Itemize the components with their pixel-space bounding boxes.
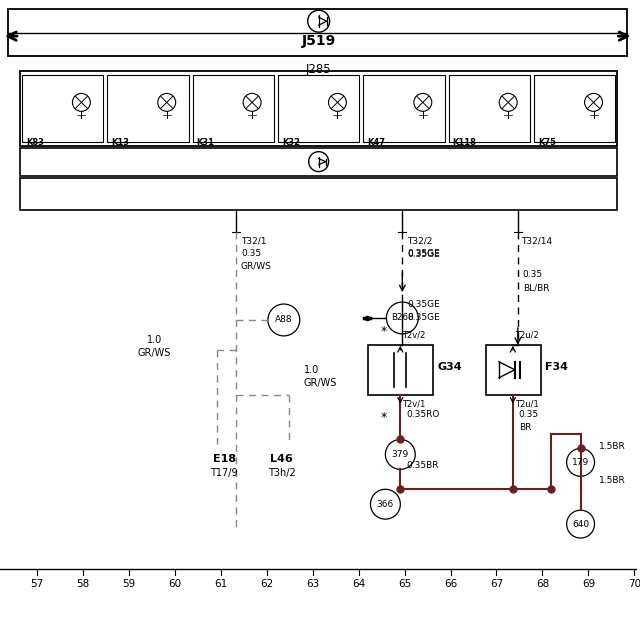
Bar [534,75,616,142]
Text: 379: 379 [392,450,409,459]
Text: G34: G34 [437,362,462,372]
Text: GR/WS: GR/WS [304,378,337,388]
Text: K31: K31 [196,138,214,147]
Bar [369,345,433,394]
Text: 63: 63 [306,579,319,589]
Text: 0.35RO: 0.35RO [406,409,440,419]
Text: T2u/1: T2u/1 [515,399,539,409]
Text: 1.5BR: 1.5BR [598,442,625,451]
Text: J519: J519 [301,34,336,48]
Text: J285: J285 [306,63,332,76]
Bar [20,71,618,145]
Text: BR: BR [519,422,531,432]
Text: 366: 366 [377,500,394,509]
Bar [486,345,541,394]
Bar [108,75,189,142]
Text: 70: 70 [628,579,640,589]
Text: 0.35BR: 0.35BR [406,461,439,470]
Text: 60: 60 [168,579,181,589]
Text: 61: 61 [214,579,227,589]
Text: E18: E18 [212,454,236,464]
Bar [364,75,445,142]
Text: K118: K118 [452,138,477,147]
Text: GR/WS: GR/WS [138,348,171,358]
Text: T3h/2: T3h/2 [268,469,296,479]
Bar [8,9,627,56]
Text: 0.35GE: 0.35GE [407,313,440,322]
Text: 0.35: 0.35 [519,409,539,419]
Text: 0.35: 0.35 [241,249,261,258]
Text: 65: 65 [398,579,411,589]
Text: 59: 59 [122,579,136,589]
Text: 0.35GE: 0.35GE [407,300,440,309]
Text: 62: 62 [260,579,273,589]
Text: T32/2: T32/2 [407,236,433,245]
Text: K32: K32 [282,138,300,147]
Text: T32/1: T32/1 [241,236,266,245]
Text: K47: K47 [367,138,385,147]
Text: 1.0: 1.0 [147,335,162,345]
Bar [20,148,618,175]
Text: T17/9: T17/9 [211,469,238,479]
Text: 179: 179 [572,458,589,467]
Text: 64: 64 [352,579,365,589]
Text: 68: 68 [536,579,549,589]
Text: A88: A88 [275,316,292,324]
Text: T2v/1: T2v/1 [403,399,426,409]
Bar [193,75,274,142]
Text: GR/WS: GR/WS [241,261,272,270]
Text: T2v/2: T2v/2 [403,331,426,340]
Text: 640: 640 [572,520,589,529]
Text: 57: 57 [30,579,44,589]
Text: BL/BR: BL/BR [523,283,549,292]
Text: 1.0: 1.0 [304,365,319,375]
Text: 69: 69 [582,579,595,589]
Text: 67: 67 [490,579,503,589]
Bar [278,75,360,142]
Text: 0.35: 0.35 [523,270,543,279]
Text: *: * [380,411,387,424]
Text: 0.35GE: 0.35GE [407,250,440,259]
Text: T32/14: T32/14 [521,236,552,245]
Text: L46: L46 [271,454,293,464]
Text: B268: B268 [391,313,413,323]
Bar [449,75,530,142]
Text: T2u/2: T2u/2 [515,331,539,340]
Text: K83: K83 [26,138,44,147]
Text: F34: F34 [545,362,568,372]
Bar [22,75,103,142]
Text: 0.35GE: 0.35GE [407,249,440,258]
Text: K75: K75 [538,138,556,147]
Bar [20,178,618,210]
Text: *: * [380,325,387,338]
Text: 66: 66 [444,579,457,589]
Text: K13: K13 [111,138,129,147]
Text: 58: 58 [76,579,90,589]
Text: 1.5BR: 1.5BR [598,476,625,485]
